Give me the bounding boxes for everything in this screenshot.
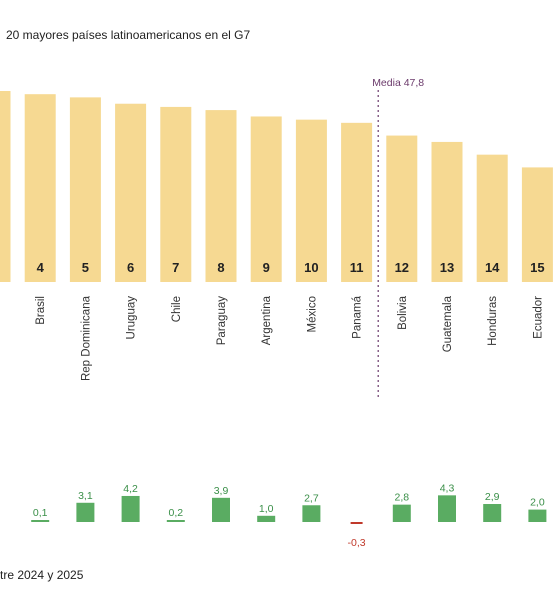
country-label: Chile [171,296,183,322]
change-bar [483,504,502,522]
score-bar [521,167,553,282]
score-bar [0,91,11,282]
country-label: Ecuador [532,296,544,339]
change-label: 3,1 [78,490,93,502]
change-label: -0,3 [348,537,366,549]
country-label: México [306,296,318,332]
change-bar [350,522,363,524]
change-bar [302,505,321,522]
change-bar [392,504,411,522]
change-bar [166,520,185,522]
score-bar [205,110,237,282]
score-bar [295,119,327,283]
score-bar [160,106,192,283]
country-label: Brasil [35,296,47,325]
change-bar [257,515,276,522]
score-bar [250,116,282,282]
rank-label: 14 [485,260,500,275]
change-bar [31,520,50,522]
change-bar [212,497,230,522]
rank-label: 8 [217,260,224,275]
rank-label: 13 [440,260,454,275]
score-bar [69,97,101,282]
country-label: Rep Dominicana [80,295,92,381]
change-bar [528,509,547,522]
score-bar [341,122,373,282]
change-bar [438,495,456,522]
chart-title: 20 mayores países latinoamericanos en el… [6,28,251,42]
rank-label: 11 [350,260,364,275]
country-label: Panamá [352,295,364,338]
change-label: 2,8 [394,492,409,504]
country-label: Bolivia [397,295,409,329]
rank-label: 12 [395,260,409,275]
rank-label: 4 [37,260,45,275]
score-bar [115,103,147,282]
rank-label: 6 [127,260,134,275]
country-label: Guatemala [442,295,454,352]
change-label: 3,9 [214,485,229,497]
change-label: 2,7 [304,492,319,504]
change-label: 4,2 [123,483,138,495]
score-bar [386,135,418,282]
score-bar [476,154,508,282]
country-label: Paraguay [216,296,228,345]
rank-label: 5 [82,260,89,275]
rank-label: 7 [172,260,179,275]
chart-footnote: tre 2024 y 2025 [0,568,84,582]
country-label: Argentina [261,295,273,345]
change-bar [121,495,140,522]
rank-label: 15 [530,260,544,275]
change-label: 0,2 [168,507,183,519]
score-bar [431,141,463,282]
change-label: 1,0 [259,503,274,515]
rank-label: 10 [304,260,318,275]
change-label: 2,0 [530,497,545,509]
change-label: 2,9 [485,491,500,503]
score-bar [24,94,56,282]
change-label: 4,3 [440,482,455,494]
rank-label: 9 [263,260,270,275]
change-bar [76,502,95,522]
mean-label: Media 47,8 [372,77,424,89]
change-label: 0,1 [33,507,48,519]
country-label: Uruguay [126,296,138,340]
ranking-chart: 4 Brasil 0,1 5 Rep Dominicana 3,1 6 Uruguay 4,2 7… [0,77,553,549]
country-label: Honduras [487,296,499,346]
